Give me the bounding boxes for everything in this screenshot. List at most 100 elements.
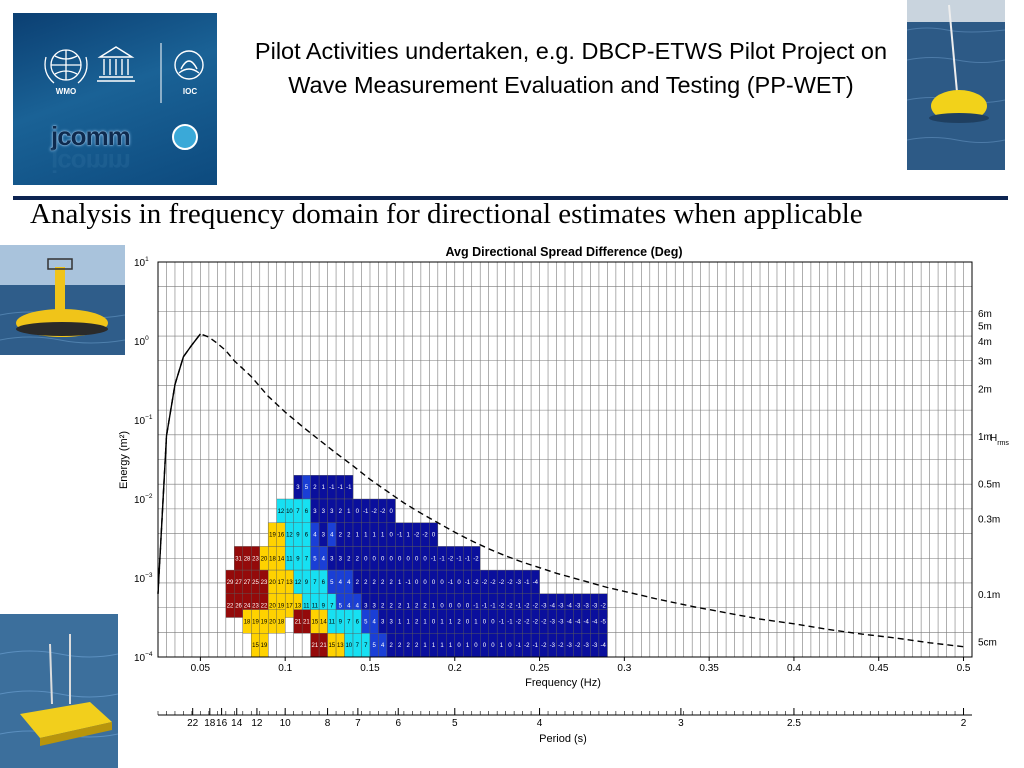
heatmap-cell-label: 23 (261, 580, 268, 586)
heatmap-cell-label: 1 (364, 533, 368, 539)
y-tick-exponent: −2 (145, 493, 153, 500)
hrms-tick-label: 4m (978, 337, 992, 348)
heatmap-cell-label: 14 (320, 619, 327, 625)
hrms-axis-label: Hrms (990, 433, 1009, 447)
heatmap-cell-label: -3 (575, 604, 581, 610)
heatmap-cell-label: 0 (423, 556, 427, 562)
heatmap-cell-label: 5 (305, 485, 309, 491)
heatmap-cell-label: 2 (415, 643, 419, 649)
heatmap-cell-label: 11 (312, 604, 319, 610)
heatmap-cell-label: 4 (347, 604, 351, 610)
y-tick-label: 101 (134, 256, 149, 269)
period-tick-label: 4 (537, 718, 543, 729)
heatmap-cell-label: -4 (533, 580, 539, 586)
heatmap-cell-label: 1 (466, 643, 470, 649)
y-axis-label: Energy (m²) (118, 431, 130, 489)
heatmap-cell-label: -1 (397, 533, 403, 539)
header-rule (13, 196, 1008, 200)
heatmap-cell-label: 27 (235, 580, 242, 586)
period-tick-label: 12 (251, 718, 263, 729)
heatmap-cell-label: 7 (347, 619, 351, 625)
heatmap-cell-label: 23 (252, 556, 259, 562)
plot-frame (157, 261, 973, 658)
heatmap-cell-label: 17 (286, 604, 293, 610)
spectrum-curve-start (157, 333, 201, 594)
hrms-tick-label: 0.3m (978, 515, 1000, 526)
heatmap-cell-label: 0 (398, 556, 402, 562)
heatmap-cell-label: -1 (499, 619, 505, 625)
heatmap-cell-label: -1 (448, 580, 454, 586)
buoy-photo-top-right (907, 0, 1005, 170)
heatmap-cell-label: 21 (320, 643, 327, 649)
heatmap-cell-label: -2 (524, 619, 530, 625)
heatmap-cell-label: 9 (339, 619, 343, 625)
heatmap-cell-label: 14 (278, 556, 285, 562)
ioc-label: IOC (182, 87, 198, 96)
heatmap-cell-label: 0 (466, 619, 470, 625)
heatmap-cell-label: -1 (473, 604, 479, 610)
heatmap-cell-label: 5 (339, 604, 343, 610)
heatmap-cell-label: -1 (338, 485, 344, 491)
heatmap-cell-label: 2 (381, 580, 385, 586)
heatmap-cell-label: 7 (364, 643, 368, 649)
wmo-label: WMO (55, 87, 77, 96)
heatmap-cell-label: -2 (448, 556, 454, 562)
heatmap-cell-label: -2 (533, 619, 539, 625)
heatmap-cell-label: 1 (356, 533, 360, 539)
x-tick-label: 0.2 (448, 663, 462, 674)
heatmap-cell-label: -1 (465, 556, 471, 562)
heatmap-cell-label: 5 (364, 619, 368, 625)
heatmap-cell-label: 3 (313, 509, 317, 515)
heatmap-cell-label: 0 (483, 643, 487, 649)
heatmap-cell-label: 19 (261, 619, 268, 625)
heatmap-cell-label: 2 (373, 580, 377, 586)
heatmap-cell-label: 1 (406, 619, 410, 625)
heatmap-cell-label: 0 (466, 604, 470, 610)
heatmap-cell-label: 3 (322, 509, 326, 515)
heatmap-cell-label: -3 (567, 643, 573, 649)
heatmap-cell-label: -2 (541, 643, 547, 649)
heatmap-cell-label: -2 (473, 580, 479, 586)
heatmap-cell-label: 0 (440, 580, 444, 586)
heatmap-cell-label: 2 (423, 604, 427, 610)
heatmap-cell-label: -4 (575, 619, 581, 625)
heatmap-cell-label: 5 (313, 556, 317, 562)
heatmap-cell-label: 15 (328, 643, 335, 649)
heatmap-cell-label: 0 (390, 533, 394, 539)
heatmap-cell-label: 6 (322, 580, 326, 586)
heatmap-cell-label: 7 (313, 580, 317, 586)
hrms-tick-label: 0.1m (978, 590, 1000, 601)
heatmap-cell-label: -2 (558, 643, 564, 649)
heatmap-cell-label: -1 (465, 580, 471, 586)
heatmap-cell-label: -2 (422, 533, 428, 539)
heatmap-cell-label: -1 (456, 556, 462, 562)
heatmap-cell-label: 28 (244, 556, 251, 562)
heatmap-cell-label: 1 (449, 619, 453, 625)
heatmap-cell-label: 3 (390, 619, 394, 625)
heatmap-cell-label: 9 (305, 580, 309, 586)
heatmap-cell-label: 19 (278, 604, 285, 610)
y-tick-exponent: 1 (145, 256, 149, 263)
hrms-axis-subscript: rms (997, 440, 1009, 447)
heatmap-cell-label: 1 (381, 533, 385, 539)
heatmap-cell-label: 2 (457, 619, 461, 625)
y-tick-label: 10−4 (134, 651, 153, 664)
heatmap-cell-label: 21 (303, 619, 310, 625)
y-tick-exponent: 0 (145, 335, 149, 342)
x-tick-label: 0.3 (617, 663, 631, 674)
heatmap-cell-label: 1 (440, 643, 444, 649)
heatmap-cell-label: 3 (322, 533, 326, 539)
y-tick-label: 100 (134, 335, 149, 348)
heatmap-cell-label: 0 (390, 509, 394, 515)
heatmap-cell-label: -3 (584, 604, 590, 610)
heatmap-cell-label: 2 (415, 604, 419, 610)
y-tick-exponent: −3 (145, 572, 153, 579)
heatmap-cell-label: 23 (252, 604, 259, 610)
page-title: Pilot Activities undertaken, e.g. DBCP-E… (254, 38, 888, 98)
heatmap-cell-label: -1 (516, 604, 522, 610)
hrms-tick-label: 5m (978, 322, 992, 333)
heatmap-cell-label: 15 (252, 643, 259, 649)
heatmap-cell-label: 0 (474, 643, 478, 649)
heatmap-cell-label: 20 (269, 580, 276, 586)
heatmap-cell-label: 19 (261, 643, 268, 649)
